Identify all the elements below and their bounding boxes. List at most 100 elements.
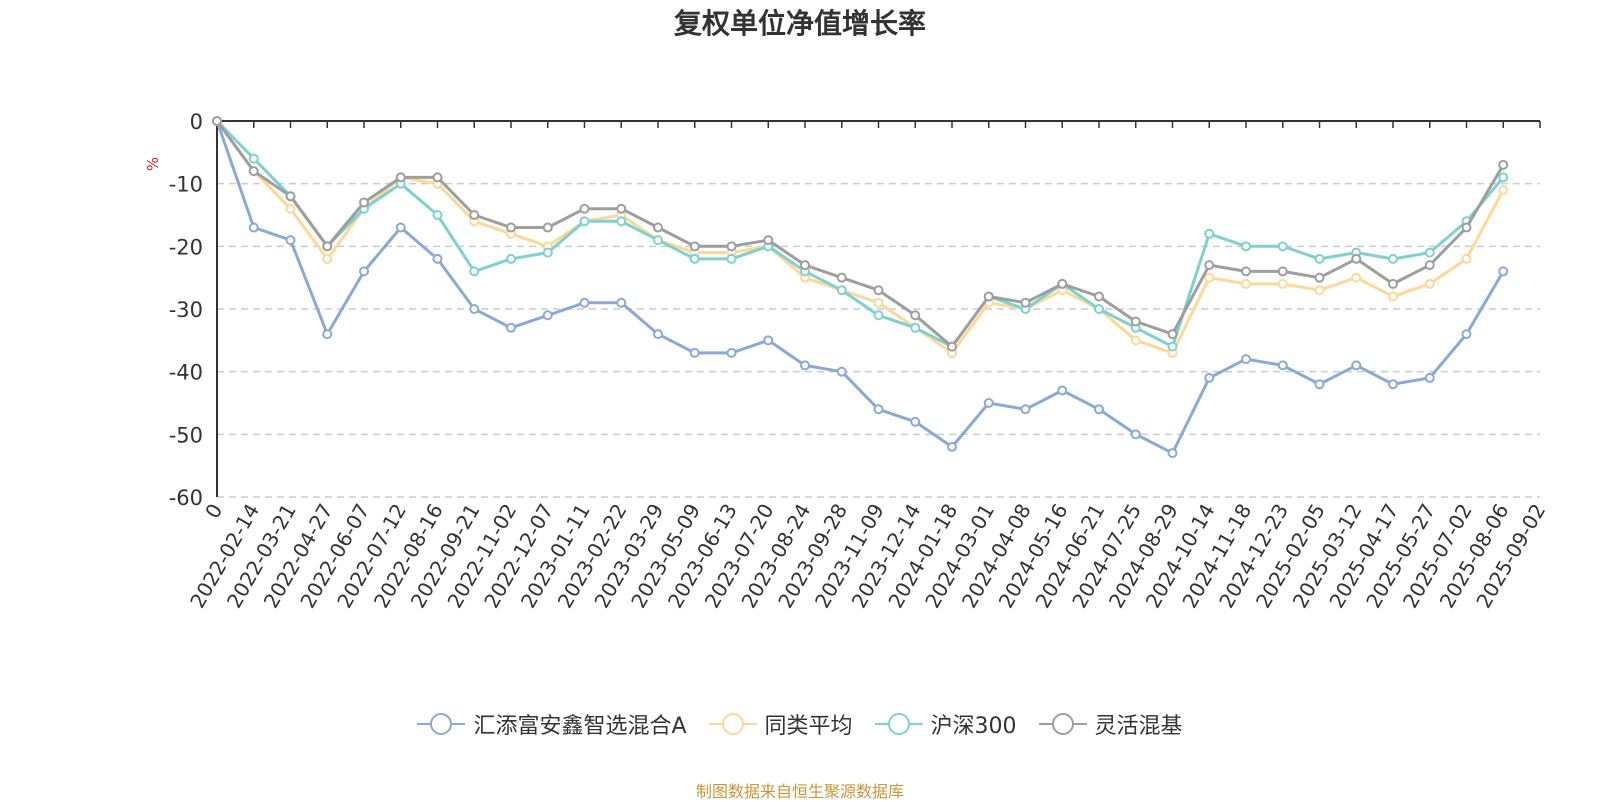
data-point: [212, 116, 222, 126]
data-point: [1498, 159, 1509, 170]
data-point: [1057, 385, 1068, 396]
data-point: [763, 335, 774, 346]
data-point: [1204, 272, 1215, 283]
data-point: [1277, 278, 1288, 289]
legend-item-2[interactable]: 沪深300: [874, 708, 1017, 740]
data-point: [1277, 266, 1288, 277]
data-point: [1130, 316, 1141, 327]
y-tick-label: -40: [169, 361, 203, 385]
data-point: [322, 253, 333, 264]
data-point: [1498, 184, 1509, 195]
data-point: [359, 266, 369, 277]
data-point: [836, 272, 847, 283]
data-point: [1388, 379, 1398, 390]
data-point: [1094, 404, 1104, 415]
source-note: 制图数据来自恒生聚源数据库: [695, 782, 904, 801]
data-point: [1424, 372, 1435, 383]
data-point: [542, 222, 553, 233]
data-point: [763, 235, 774, 246]
data-point: [432, 172, 443, 183]
data-point: [873, 297, 884, 308]
legend-item-1[interactable]: 同类平均: [708, 708, 853, 740]
legend-item-3[interactable]: 灵活混基: [1038, 708, 1183, 740]
data-point: [542, 310, 553, 321]
series-lines: [212, 116, 1509, 459]
y-tick-label: -50: [169, 423, 203, 447]
data-point: [947, 441, 957, 452]
data-point: [800, 360, 810, 371]
data-point: [689, 253, 700, 264]
series-line-1: [215, 120, 1505, 355]
data-point: [616, 216, 627, 227]
legend-marker-icon: [874, 713, 923, 735]
data-point: [285, 191, 296, 202]
data-point: [432, 253, 443, 264]
legend-marker-icon: [1038, 713, 1087, 735]
data-point: [1241, 241, 1251, 252]
grid-lines: [217, 182, 1540, 498]
data-point: [1314, 379, 1325, 390]
data-point: [653, 235, 663, 246]
data-point: [653, 222, 663, 233]
data-point: [1204, 372, 1215, 383]
legend-label: 同类平均: [764, 714, 853, 739]
data-point: [579, 216, 590, 227]
data-point: [579, 297, 590, 308]
data-point: [1424, 247, 1435, 258]
data-point: [689, 241, 700, 252]
data-point: [1277, 241, 1288, 252]
data-point: [322, 329, 333, 340]
data-point: [1020, 404, 1031, 415]
legend-label: 沪深300: [930, 714, 1017, 739]
data-point: [1167, 341, 1178, 352]
data-point: [726, 253, 737, 264]
data-point: [285, 203, 296, 214]
data-point: [1094, 304, 1104, 314]
data-point: [395, 222, 406, 233]
data-point: [359, 197, 369, 208]
data-point: [506, 322, 516, 333]
data-point: [1461, 253, 1472, 264]
y-axis-label: %: [144, 157, 162, 171]
legend-marker-icon: [708, 713, 757, 735]
data-point: [248, 166, 259, 177]
data-point: [947, 341, 957, 352]
data-point: [579, 203, 590, 214]
legend-label: 汇添富安鑫智选混合A: [473, 714, 687, 739]
data-point: [1388, 253, 1398, 264]
data-point: [248, 153, 259, 164]
y-tick-label: -20: [169, 235, 203, 259]
data-point: [910, 416, 921, 427]
legend-item-0[interactable]: 汇添富安鑫智选混合A: [417, 708, 687, 740]
data-point: [1020, 297, 1031, 308]
data-point: [1388, 278, 1398, 289]
series-line-3: [215, 120, 1505, 349]
data-point: [506, 253, 516, 264]
data-point: [726, 347, 737, 358]
data-point: [1314, 253, 1325, 264]
data-point: [1424, 260, 1435, 271]
data-point: [983, 291, 994, 302]
y-tick-label: 0: [190, 110, 203, 134]
data-point: [1314, 272, 1325, 283]
data-point: [1351, 272, 1362, 283]
data-point: [1424, 278, 1435, 289]
y-tick-label: -30: [169, 298, 203, 322]
data-point: [469, 304, 480, 314]
data-point: [873, 310, 884, 321]
data-point: [873, 285, 884, 296]
data-point: [469, 210, 480, 220]
data-point: [1277, 360, 1288, 371]
x-tick-label: 0: [200, 500, 227, 523]
data-point: [836, 366, 847, 377]
data-point: [910, 310, 921, 321]
data-point: [432, 210, 443, 220]
data-point: [1204, 228, 1215, 239]
data-point: [395, 172, 406, 183]
data-point: [653, 329, 663, 340]
data-point: [1130, 429, 1141, 440]
tick-labels: 0-10-20-30-40-50-60%02022-02-142022-03-2…: [144, 110, 1550, 612]
axes: [216, 120, 1541, 497]
data-point: [1057, 278, 1068, 289]
data-point: [1241, 266, 1251, 277]
